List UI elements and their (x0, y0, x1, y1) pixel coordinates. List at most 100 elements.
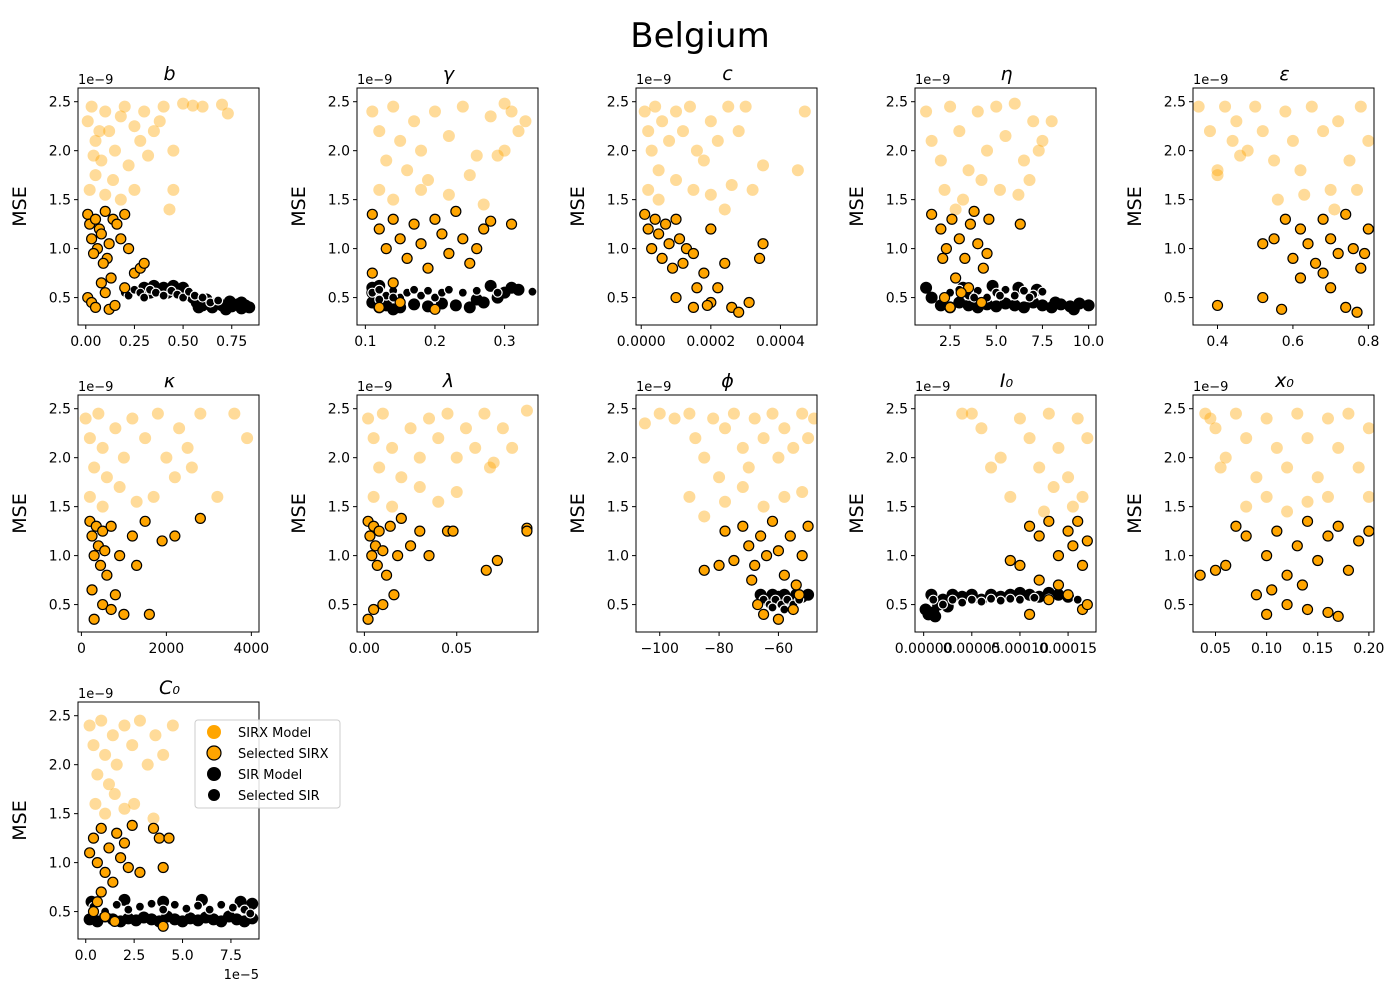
sirx-point (167, 144, 180, 157)
selected-sirx-point (105, 272, 117, 284)
sirx-point (153, 115, 166, 128)
sirx-point (404, 422, 417, 435)
selected-sirx-point (1281, 569, 1293, 581)
selected-sirx-point (752, 598, 764, 611)
selected-sirx-point (1332, 520, 1344, 532)
sirx-point (139, 432, 152, 445)
y-tick-label: 1.5 (328, 500, 350, 516)
x-tick-label: 0.50 (168, 334, 199, 350)
selected-sir-point (227, 902, 238, 913)
sirx-point (962, 164, 975, 177)
selected-sirx-point (701, 299, 713, 312)
selected-sirx-point (1325, 233, 1337, 245)
sirx-point (683, 100, 696, 113)
sirx-point (1008, 97, 1021, 110)
sirx-point (95, 714, 108, 727)
sir-point (1049, 296, 1062, 309)
selected-sirx-point (749, 559, 761, 572)
subplot-2: 0.5 1.0 1.5 2.0 2.5 0.1 0.2 0.3 γ 1e−9 MSE (288, 63, 539, 350)
selected-sir-point (123, 904, 134, 915)
sirx-point (925, 134, 938, 147)
sirx-point (470, 149, 483, 162)
sirx-point (106, 729, 119, 742)
plot-area (362, 404, 533, 625)
sirx-point (1256, 125, 1269, 138)
sirx-point (373, 183, 386, 196)
sirx-point (1311, 471, 1324, 484)
selected-sirx-point (99, 545, 111, 557)
sirx-point (1023, 174, 1036, 187)
selected-sirx-point (408, 218, 420, 230)
sirx-point (920, 105, 933, 118)
selected-sirx-point (119, 282, 131, 294)
selected-sir-point (994, 290, 1006, 301)
sirx-point (757, 500, 770, 513)
selected-sirx-point (134, 866, 146, 879)
selected-sirx-point (169, 530, 181, 542)
selected-sirx-point (1033, 530, 1045, 542)
selected-sirx-point (698, 267, 710, 279)
selected-sir-point (1005, 593, 1016, 604)
sirx-point (91, 768, 104, 781)
selected-sirx-point (1317, 267, 1329, 279)
x-tick-label: 0.00015 (1039, 641, 1097, 657)
y-tick-label: 2.0 (49, 451, 71, 467)
selected-sirx-point (698, 564, 710, 576)
y-tick-label: 0.5 (1164, 291, 1186, 307)
selected-sirx-point (97, 598, 109, 611)
sirx-point (149, 729, 162, 742)
y-tick-label: 1.0 (607, 549, 629, 565)
selected-sirx-point (89, 213, 102, 225)
sirx-point (707, 412, 720, 425)
sirx-point (95, 154, 108, 167)
sirx-point (241, 432, 254, 445)
sirx-point (1240, 500, 1253, 513)
y-tick-label: 1.5 (49, 500, 71, 516)
selected-sirx-point (404, 540, 417, 552)
x-tick-label: 0.00005 (943, 641, 1001, 657)
selected-sirx-point (659, 218, 672, 230)
selected-sirx-point (521, 525, 533, 537)
sirx-point (401, 164, 414, 177)
sirx-point (89, 169, 102, 182)
y-axis-label: MSE (288, 186, 310, 226)
sirx-point (1271, 193, 1284, 206)
subplot-title: ε (1279, 63, 1289, 85)
selected-sir-point (1014, 594, 1026, 605)
selected-sirx-point (480, 564, 492, 576)
sirx-point (1270, 441, 1283, 454)
y-offset-label: 1e−9 (636, 73, 671, 88)
y-tick-label: 1.0 (886, 242, 908, 258)
legend-label-sirx: SIRX Model (238, 726, 311, 741)
x-tick-label: 0.00 (349, 641, 380, 657)
y-axis-label: MSE (567, 493, 589, 533)
x-tick-label: 0.0 (75, 948, 97, 964)
sirx-point (1249, 100, 1262, 113)
sir-point (1052, 588, 1065, 601)
selected-sirx-point (394, 296, 406, 309)
sirx-point (1081, 432, 1094, 445)
selected-sirx-point (105, 603, 117, 616)
axes-frame (77, 394, 260, 633)
sirx-point (415, 144, 428, 157)
selected-sir-point (158, 904, 169, 915)
selected-sirx-point (1211, 299, 1224, 312)
selected-sir-point (408, 284, 420, 295)
sirx-point (168, 471, 181, 484)
sirx-point (110, 758, 123, 771)
plot-area (920, 97, 1095, 316)
sirx-point (1219, 451, 1232, 464)
sirx-point (413, 481, 426, 494)
selected-sirx-point (796, 550, 808, 562)
sirx-point (380, 154, 393, 167)
y-tick-label: 2.0 (607, 451, 629, 467)
x-tick-label: 0.1 (354, 334, 376, 350)
axes-frame (77, 701, 260, 940)
selected-sirx-point (975, 296, 988, 309)
selected-sir-point (779, 604, 790, 615)
selected-sirx-point (101, 569, 113, 581)
plot-area (1193, 100, 1374, 318)
selected-sirx-point (119, 208, 131, 220)
selected-sirx-point (653, 228, 665, 240)
